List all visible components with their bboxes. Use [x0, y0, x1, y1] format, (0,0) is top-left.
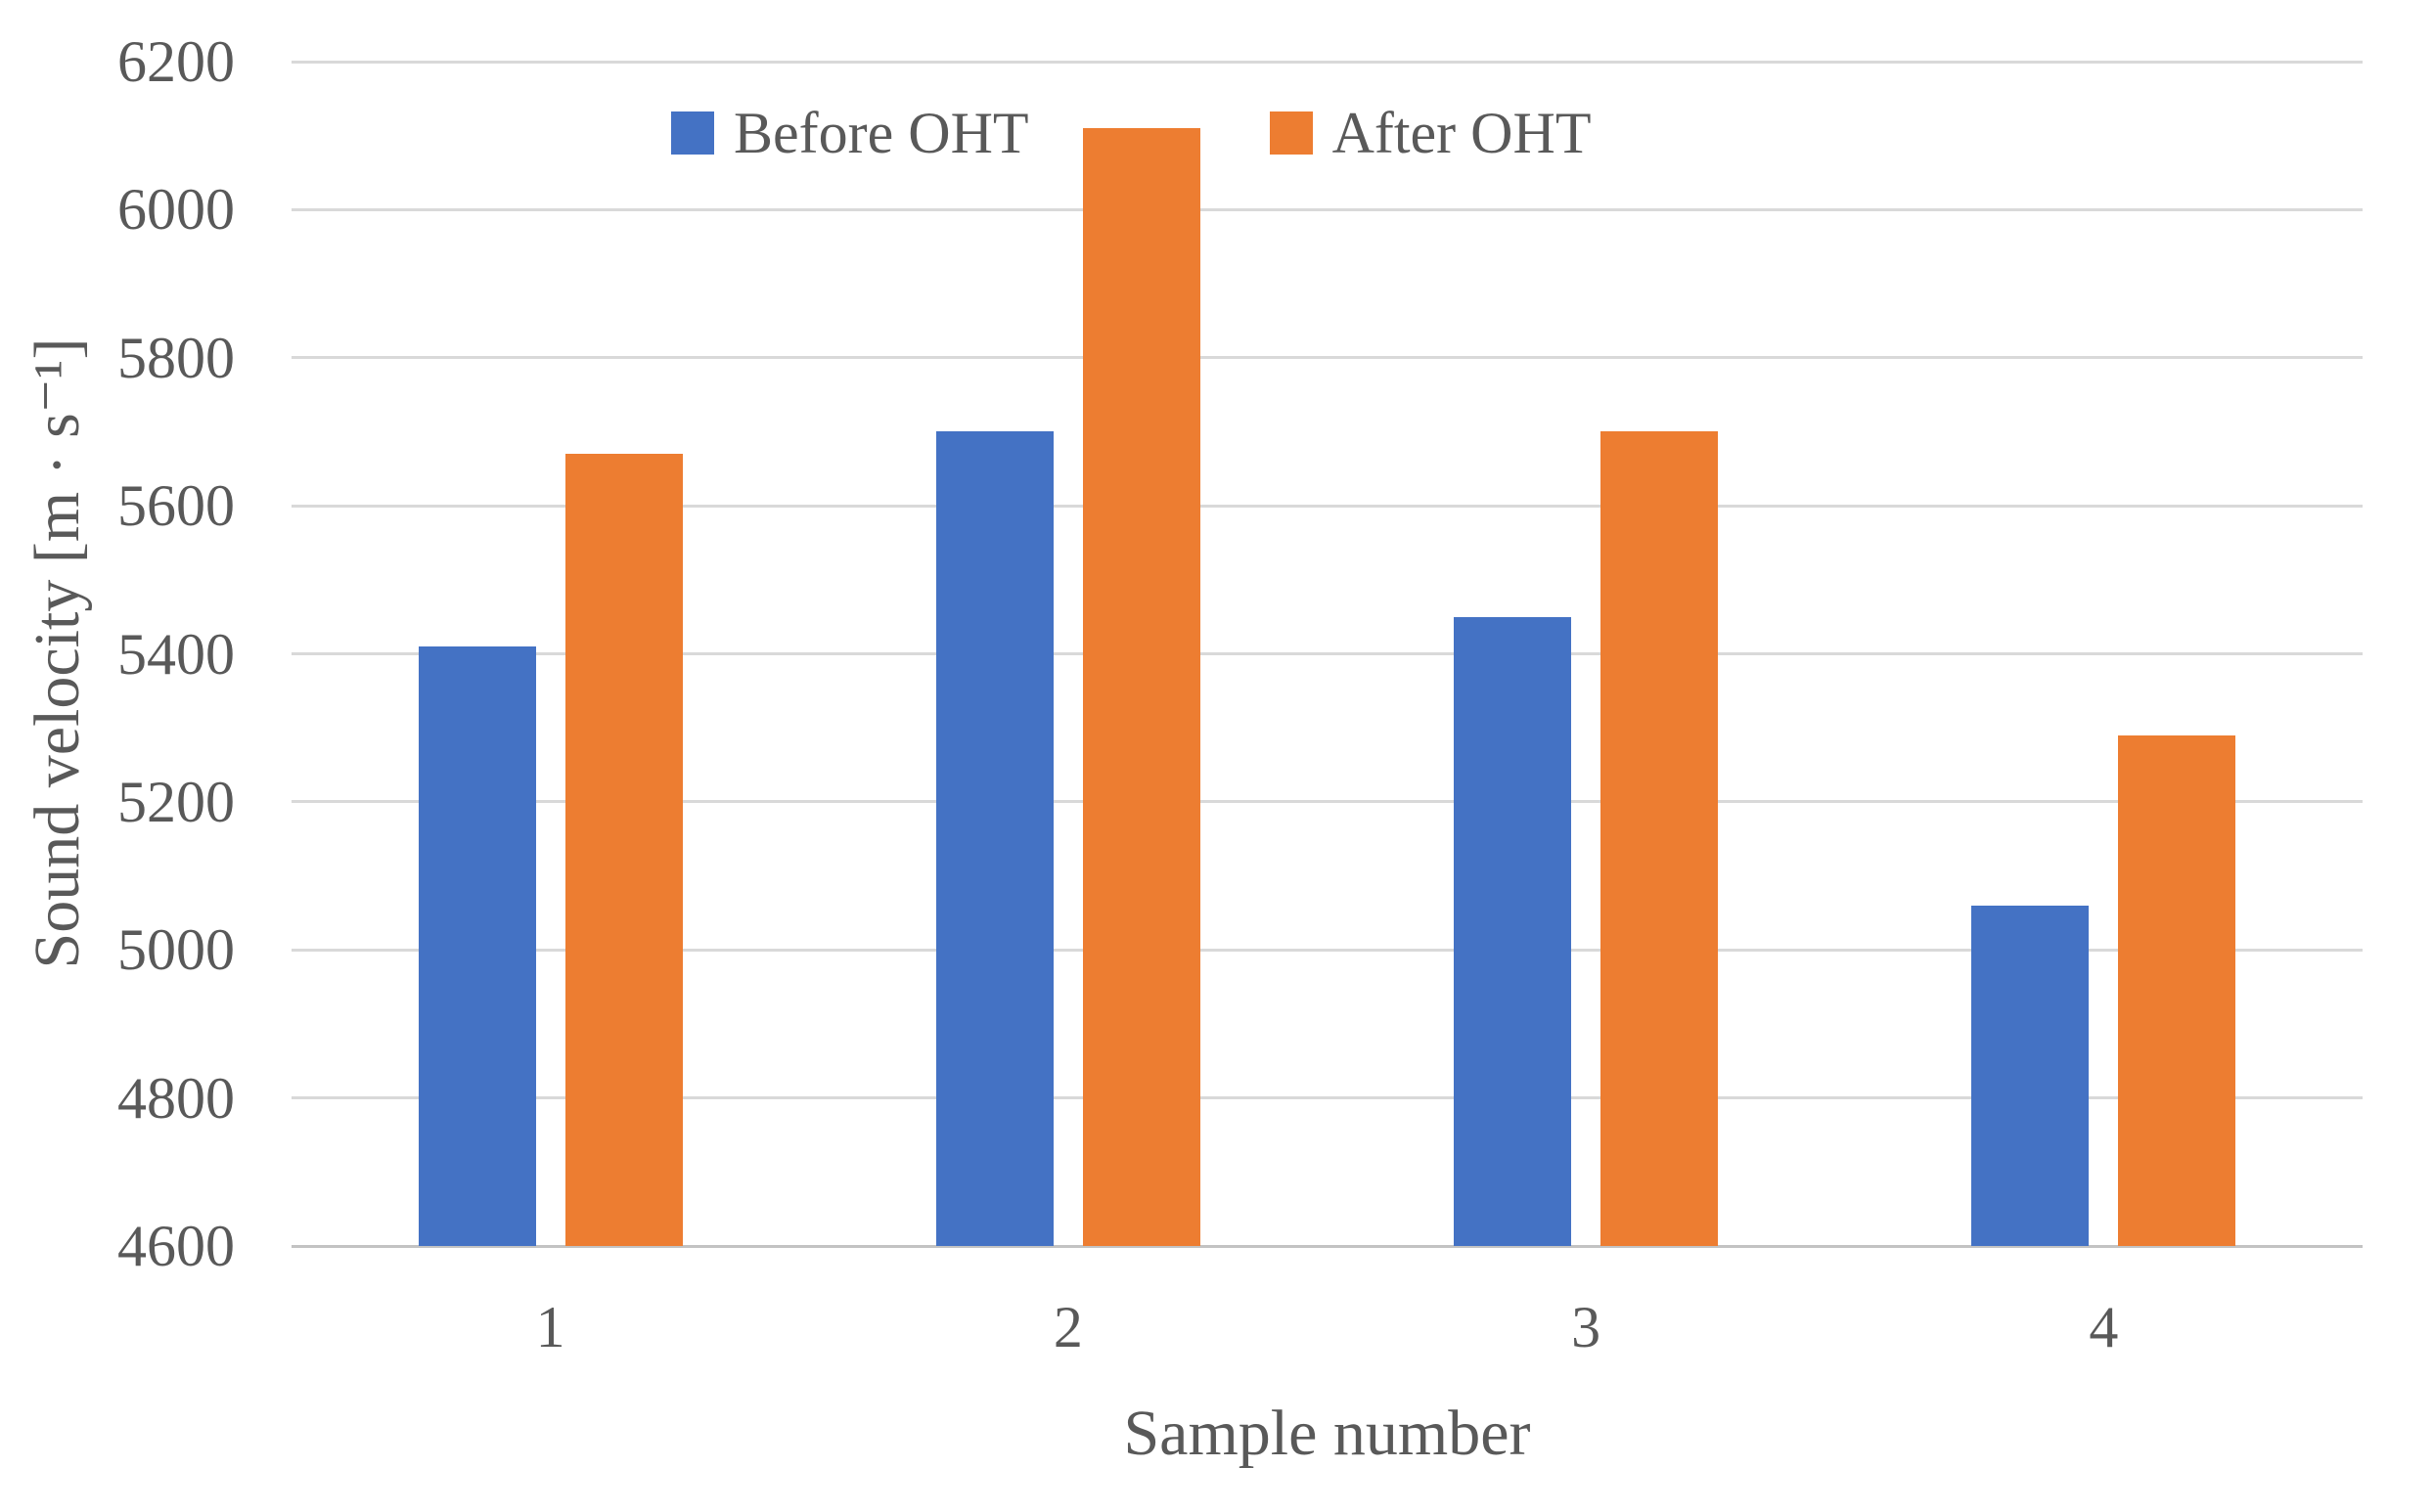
legend-item-after-oht: After OHT	[1269, 101, 1592, 165]
y-tick-label-6000: 6000	[117, 177, 235, 243]
legend-label-after-oht: After OHT	[1331, 101, 1592, 165]
gridline-4600	[292, 1244, 2363, 1248]
x-tick-label-4: 4	[2089, 1295, 2119, 1359]
y-tick-label-6200: 6200	[117, 29, 235, 94]
bar-before-oht-sample-2	[935, 431, 1054, 1246]
gridline-4800	[292, 1096, 2363, 1100]
y-tick-label-5000: 5000	[117, 917, 235, 983]
gridline-6000	[292, 207, 2363, 211]
legend-swatch-before-oht-icon	[671, 111, 714, 155]
bar-after-oht-sample-1	[564, 454, 683, 1246]
x-tick-label-2: 2	[1053, 1295, 1083, 1359]
gridline-5600	[292, 504, 2363, 508]
y-tick-label-5400: 5400	[117, 621, 235, 687]
bar-after-oht-sample-2	[1082, 128, 1200, 1246]
legend-swatch-after-oht-icon	[1269, 111, 1313, 155]
y-tick-label-5200: 5200	[117, 769, 235, 834]
bar-before-oht-sample-1	[418, 645, 536, 1246]
gridline-5000	[292, 948, 2363, 952]
x-axis-title: Sample number	[1123, 1398, 1531, 1469]
legend-label-before-oht: Before OHT	[734, 101, 1029, 165]
y-tick-label-5600: 5600	[117, 473, 235, 539]
legend: Before OHT After OHT	[671, 101, 1592, 165]
x-tick-label-1: 1	[535, 1295, 565, 1359]
legend-item-before-oht: Before OHT	[671, 101, 1029, 165]
gridline-6200	[292, 60, 2363, 64]
x-tick-label-3: 3	[1571, 1295, 1601, 1359]
bar-before-oht-sample-3	[1454, 616, 1572, 1246]
plot-area	[292, 60, 2363, 1248]
gridline-5800	[292, 356, 2363, 360]
gridline-5400	[292, 652, 2363, 655]
bar-before-oht-sample-4	[1971, 905, 2090, 1246]
y-tick-label-4800: 4800	[117, 1065, 235, 1131]
y-tick-label-5800: 5800	[117, 325, 235, 390]
gridline-5200	[292, 800, 2363, 804]
bar-after-oht-sample-4	[2118, 734, 2236, 1246]
y-tick-label-4600: 4600	[117, 1214, 235, 1278]
bar-after-oht-sample-3	[1600, 431, 1719, 1246]
